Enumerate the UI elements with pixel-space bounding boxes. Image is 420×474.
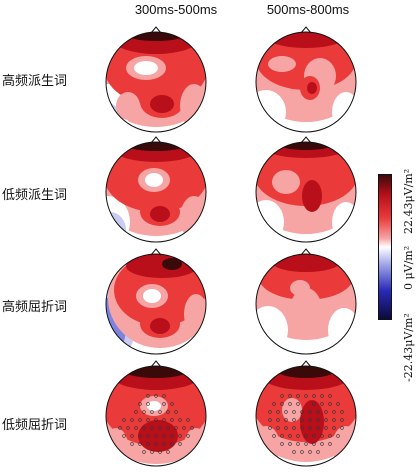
colorbar-max-label: 22.43μV/m² xyxy=(402,168,415,234)
row-label-low-freq-inflected: 低频屈折词 xyxy=(2,418,68,433)
topomap-high-inflected-300-500 xyxy=(105,248,207,355)
topomap-low-derived-500-800 xyxy=(255,136,357,243)
colorbar-mid-label: 0 μV/m² xyxy=(402,245,415,290)
colorbar-min-label: -22.43μV/m² xyxy=(402,313,415,382)
topomap-high-inflected-500-800 xyxy=(255,248,357,355)
topomap-low-inflected-300-500 xyxy=(105,360,207,467)
row-label-low-freq-derived: 低频派生词 xyxy=(2,188,68,203)
row-label-high-freq-inflected: 高频屈折词 xyxy=(2,300,68,315)
colorbar-gradient xyxy=(378,174,392,320)
colorbar: 22.43μV/m² 0 μV/m² -22.43μV/m² xyxy=(376,140,420,382)
column-header-500-800: 500ms-800ms xyxy=(266,2,350,17)
column-header-300-500: 300ms-500ms xyxy=(134,2,218,17)
topomap-low-inflected-500-800 xyxy=(255,360,357,467)
row-label-high-freq-derived: 高频派生词 xyxy=(2,74,68,89)
topomap-high-derived-500-800 xyxy=(255,26,357,133)
topomap-low-derived-300-500 xyxy=(105,136,207,243)
topomap-high-derived-300-500 xyxy=(105,26,207,133)
